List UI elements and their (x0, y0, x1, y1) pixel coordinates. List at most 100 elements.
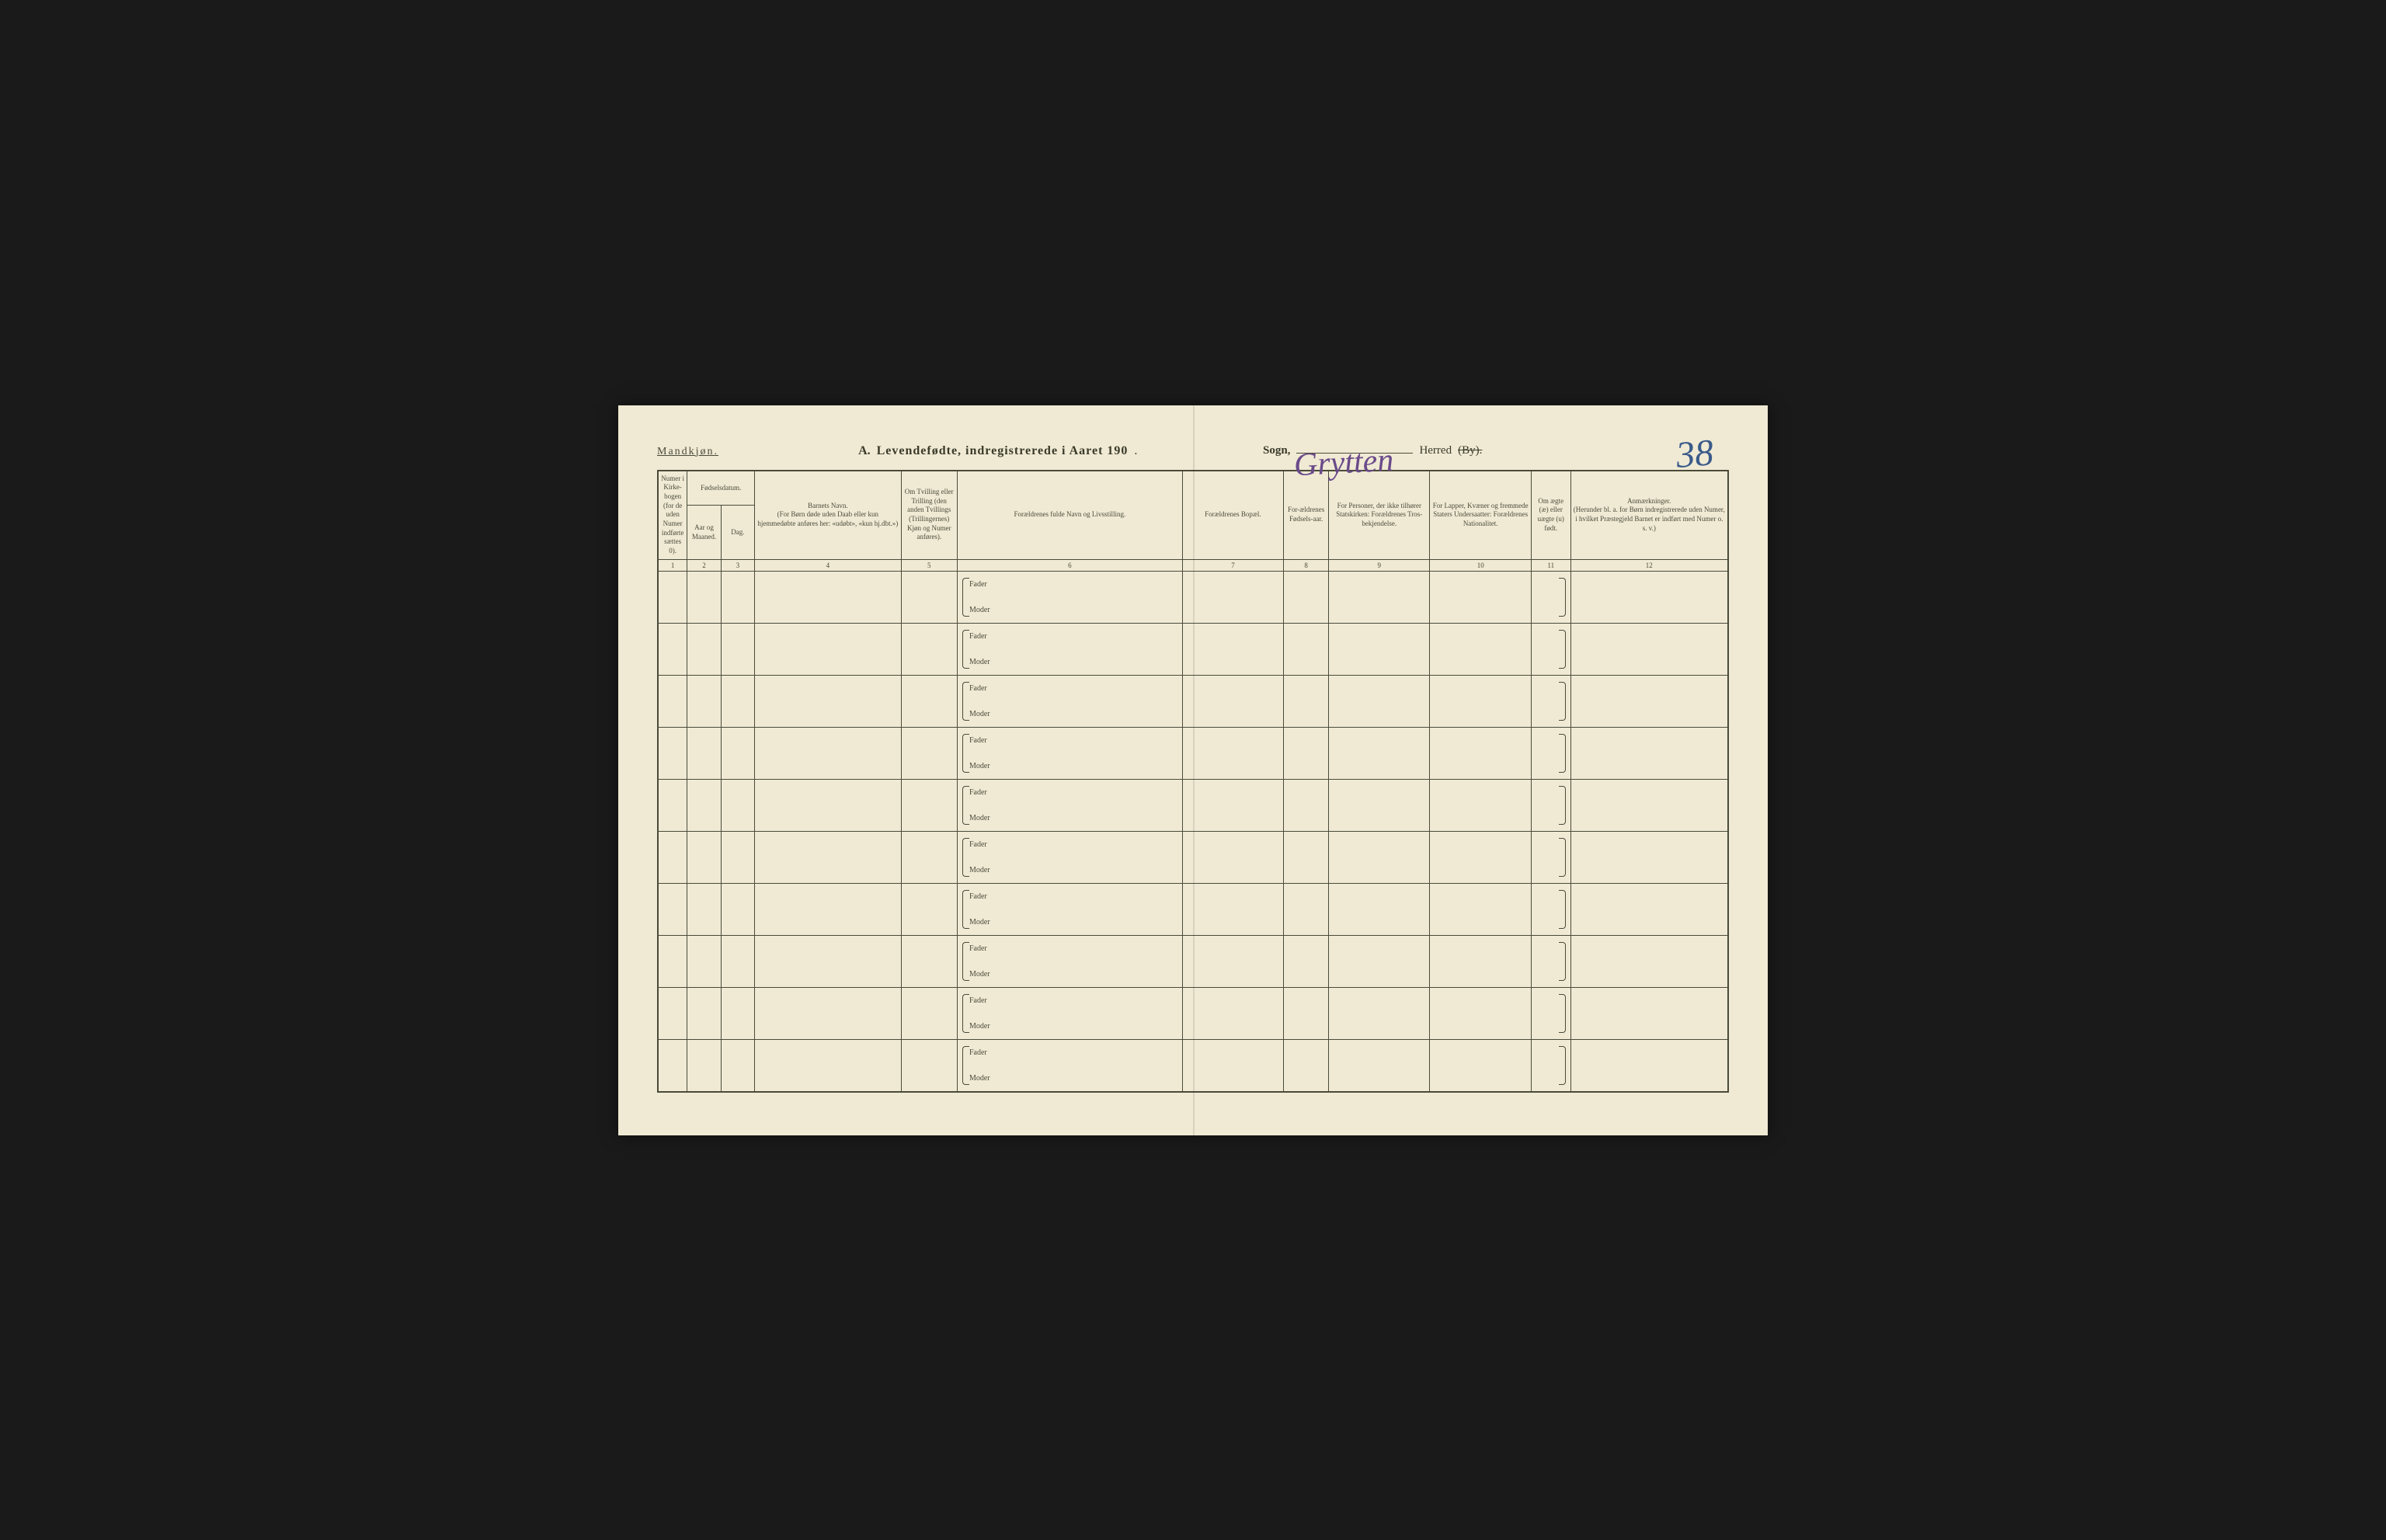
moder-label: Moder (969, 918, 1182, 926)
col-header-foreldrene-navn: Forældrenes fulde Navn og Livsstilling. (957, 471, 1182, 560)
col-header-statskirken: For Personer, der ikke tilhører Statskir… (1329, 471, 1430, 560)
sogn-section: Sogn, Herred (By). (1263, 444, 1482, 457)
data-cell: FaderModer (957, 831, 1182, 883)
data-cell (687, 623, 721, 675)
data-cell (901, 571, 957, 623)
data-cell (1430, 831, 1531, 883)
title-line: A. Levendefødte, indregistrerede i Aaret… (858, 444, 1137, 458)
data-cell (1531, 987, 1570, 1039)
aegte-bracket (1532, 728, 1570, 779)
data-cell (658, 727, 687, 779)
data-row: FaderModer (658, 675, 1728, 727)
data-cell (687, 831, 721, 883)
data-cell (1430, 727, 1531, 779)
aegte-bracket (1532, 780, 1570, 831)
data-cell (755, 727, 901, 779)
data-cell (901, 675, 957, 727)
data-cell: FaderModer (957, 779, 1182, 831)
data-row: Fader Moder (658, 987, 1728, 1039)
data-cell (1182, 623, 1283, 675)
col-num-5: 5 (901, 559, 957, 571)
page-header: Mandkjøn. A. Levendefødte, indregistrere… (657, 444, 1729, 458)
title-main: Levendefødte, indregistrerede i Aaret 19… (877, 444, 1129, 458)
title-prefix: A. (858, 444, 871, 458)
col-header-anmaerkninger: Anmærkninger. (Herunder bl. a. for Børn … (1570, 471, 1728, 560)
data-cell (901, 935, 957, 987)
data-cell (1430, 571, 1531, 623)
data-cell (658, 571, 687, 623)
data-cell (721, 623, 754, 675)
data-cell (687, 883, 721, 935)
data-cell (1531, 935, 1570, 987)
data-cell (901, 987, 957, 1039)
col-header-aar: Aar og Maaned. (687, 506, 721, 559)
data-cell (1329, 883, 1430, 935)
aegte-bracket (1532, 988, 1570, 1039)
data-cell (1284, 935, 1329, 987)
column-number-row: 1 2 3 4 5 6 7 8 9 10 11 12 (658, 559, 1728, 571)
data-cell (658, 675, 687, 727)
moder-label: Moder (969, 814, 1182, 822)
data-cell (687, 1039, 721, 1092)
data-cell (1329, 623, 1430, 675)
data-cell (658, 779, 687, 831)
data-row: FaderModer (658, 571, 1728, 623)
col-num-4: 4 (755, 559, 901, 571)
col-num-12: 12 (1570, 559, 1728, 571)
data-cell (1329, 727, 1430, 779)
col-header-bopael: Forældrenes Bopæl. (1182, 471, 1283, 560)
data-cell (1570, 779, 1728, 831)
ledger-page: 38 Grytten Mandkjøn. A. Levendefødte, in… (618, 405, 1768, 1135)
col-num-8: 8 (1284, 559, 1329, 571)
aegte-bracket (1532, 884, 1570, 935)
data-cell (1430, 779, 1531, 831)
parent-bracket: FaderModer (958, 728, 1182, 779)
fader-label: Fader (969, 632, 1182, 641)
data-cell (1284, 727, 1329, 779)
data-cell (1284, 675, 1329, 727)
fader-label: Fader (969, 996, 1182, 1005)
data-cell (721, 935, 754, 987)
data-cell (1182, 727, 1283, 779)
data-cell (1430, 987, 1531, 1039)
data-cell (658, 831, 687, 883)
col-header-fodselsdatum: Fødselsdatum. (687, 471, 755, 506)
data-cell (901, 779, 957, 831)
ledger-table: Numer i Kirke-bogen (for de uden Numer i… (657, 470, 1729, 1093)
data-cell (901, 727, 957, 779)
sogn-fill-line (1296, 453, 1413, 454)
data-cell (901, 831, 957, 883)
data-cell (1284, 987, 1329, 1039)
data-cell (721, 779, 754, 831)
aegte-bracket (1532, 1040, 1570, 1091)
parent-bracket: FaderModer (958, 884, 1182, 935)
data-row: FaderModer (658, 623, 1728, 675)
data-cell (1329, 935, 1430, 987)
by-label-struck: (By). (1458, 444, 1482, 457)
data-cell (1430, 623, 1531, 675)
anmaerk-label: Anmærkninger. (1627, 497, 1671, 505)
data-cell (687, 987, 721, 1039)
gender-label: Mandkjøn. (657, 446, 718, 458)
col-num-11: 11 (1531, 559, 1570, 571)
data-cell (755, 779, 901, 831)
data-row: FaderModer (658, 727, 1728, 779)
data-cell: FaderModer (957, 571, 1182, 623)
col-header-fodselaar: For-ældrenes Fødsels-aar. (1284, 471, 1329, 560)
data-cell (1430, 935, 1531, 987)
data-cell (1531, 675, 1570, 727)
data-cell (755, 675, 901, 727)
parent-bracket: FaderModer (958, 936, 1182, 987)
data-cell (1182, 831, 1283, 883)
parent-bracket: FaderModer (958, 676, 1182, 727)
title-suffix: . (1134, 444, 1137, 458)
data-cell (1430, 675, 1531, 727)
moder-label: Moder (969, 1022, 1182, 1031)
data-cell (721, 727, 754, 779)
data-cell (1329, 675, 1430, 727)
data-cell (755, 623, 901, 675)
data-cell (1182, 987, 1283, 1039)
data-cell (687, 675, 721, 727)
data-cell (755, 1039, 901, 1092)
data-cell (1329, 831, 1430, 883)
